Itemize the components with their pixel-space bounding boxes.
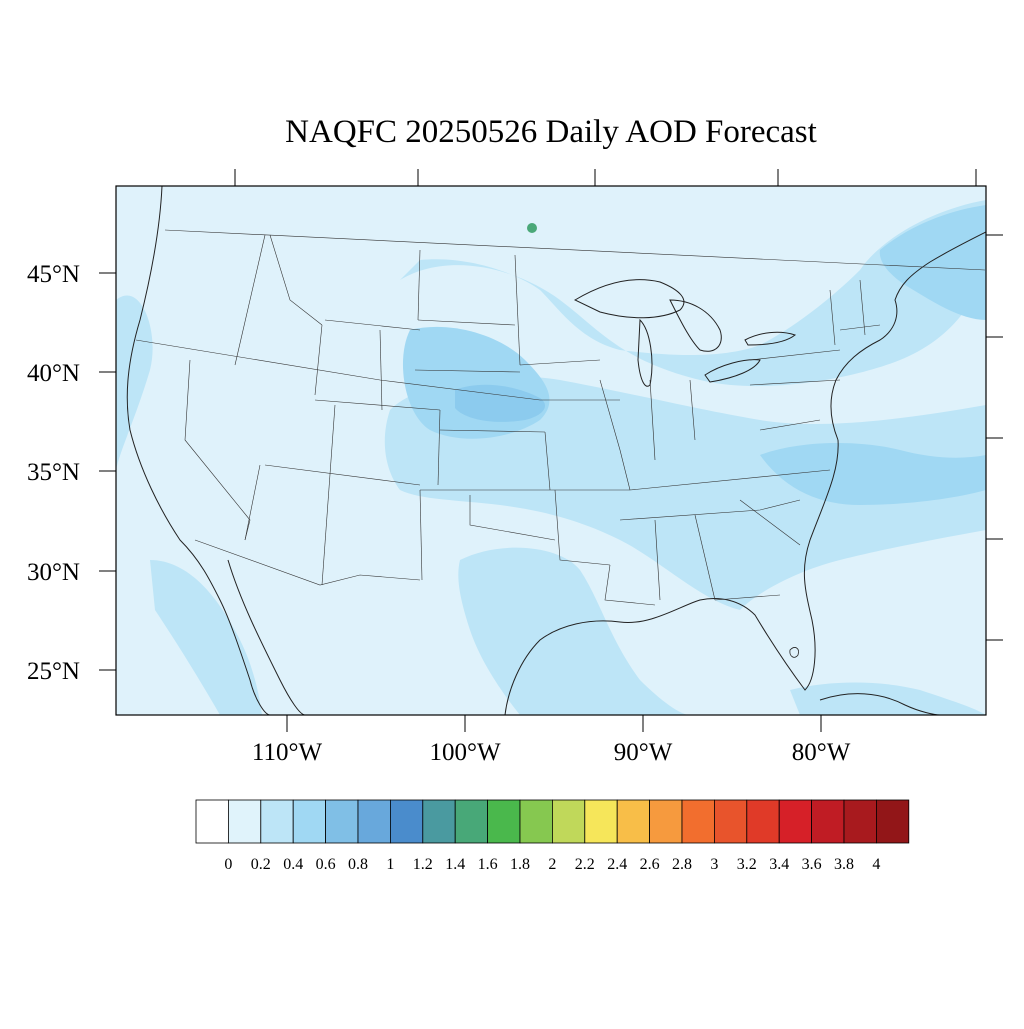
colorbar-swatch	[357, 799, 391, 844]
colorbar-tick-label: 3.2	[737, 856, 757, 873]
colorbar-swatch	[487, 799, 521, 844]
colorbar-swatch	[778, 799, 813, 844]
lat-label: 30°N	[27, 559, 80, 586]
colorbar-labels: 0 0.2 0.4 0.6 0.8 1 1.2 1.4 1.6 1.8 2 2.2 2.4 2.6 2.8 3…	[224, 856, 880, 873]
colorbar-swatch	[292, 799, 327, 844]
colorbar-swatch	[746, 799, 780, 844]
colorbar-tick-label: 2.8	[672, 856, 692, 873]
colorbar-swatch	[325, 799, 359, 844]
colorbar-swatch	[552, 799, 586, 844]
aod-map: 45°N 40°N 35°N 30°N 25°N 110°W 100°W 90°…	[27, 169, 1003, 766]
lat-label: 35°N	[27, 459, 80, 486]
colorbar-swatch	[876, 799, 910, 844]
aod-level-0.6-0.8	[455, 384, 545, 422]
colorbar-tick-label: 1.8	[510, 856, 530, 873]
longitude-labels: 110°W 100°W 90°W 80°W	[252, 739, 851, 766]
colorbar: 0 0.2 0.4 0.6 0.8 1 1.2 1.4 1.6 1.8 2 2.2 2.4 2.6 2.8 3…	[195, 799, 910, 873]
colorbar-swatch	[454, 799, 489, 844]
colorbar-tick-label: 0	[224, 856, 232, 873]
colorbar-swatch	[227, 799, 262, 844]
colorbar-swatch	[681, 799, 715, 844]
colorbar-tick-label: 2	[548, 856, 556, 873]
top-ticks	[234, 169, 977, 186]
lon-label: 100°W	[429, 739, 500, 766]
latitude-labels: 45°N 40°N 35°N 30°N 25°N	[27, 261, 80, 685]
colorbar-tick-label: 1.2	[413, 856, 433, 873]
colorbar-tick-label: 2.4	[607, 856, 627, 873]
colorbar-swatch	[260, 799, 294, 844]
state-boundaries	[135, 229, 986, 606]
colorbar-tick-label: 0.6	[316, 856, 336, 873]
colorbar-tick-label: 3.4	[769, 856, 789, 873]
colorbar-boxes	[195, 799, 910, 844]
lon-label: 80°W	[792, 739, 851, 766]
colorbar-swatch	[649, 799, 683, 844]
right-ticks	[986, 234, 1003, 641]
colorbar-swatch	[714, 799, 748, 844]
colorbar-tick-label: 1	[386, 856, 394, 873]
lon-label: 110°W	[252, 739, 323, 766]
colorbar-swatch	[389, 799, 424, 844]
bottom-ticks	[286, 715, 822, 732]
map-title: NAQFC 20250526 Daily AOD Forecast	[285, 114, 817, 150]
colorbar-tick-label: 3	[710, 856, 718, 873]
colorbar-tick-label: 2.2	[575, 856, 595, 873]
colorbar-tick-label: 0.2	[251, 856, 271, 873]
colorbar-tick-label: 2.6	[640, 856, 660, 873]
colorbar-tick-label: 1.4	[445, 856, 465, 873]
colorbar-swatch	[811, 799, 845, 844]
lon-label: 90°W	[614, 739, 673, 766]
colorbar-swatch	[195, 799, 229, 844]
colorbar-swatch	[843, 799, 877, 844]
colorbar-tick-label: 4	[872, 856, 880, 873]
lat-label: 25°N	[27, 658, 80, 685]
colorbar-swatch	[616, 799, 651, 844]
lat-label: 45°N	[27, 261, 80, 288]
colorbar-swatch	[422, 799, 456, 844]
aod-hotspot	[527, 223, 537, 233]
colorbar-tick-label: 3.6	[802, 856, 822, 873]
colorbar-tick-label: 1.6	[478, 856, 498, 873]
colorbar-tick-label: 0.8	[348, 856, 368, 873]
left-ticks	[99, 272, 116, 671]
map-frame	[115, 185, 987, 716]
colorbar-tick-label: 3.8	[834, 856, 854, 873]
colorbar-tick-label: 0.4	[283, 856, 303, 873]
colorbar-swatch	[519, 799, 553, 844]
coastlines-and-borders	[126, 186, 986, 715]
lat-label: 40°N	[27, 360, 80, 387]
colorbar-swatch	[584, 799, 618, 844]
